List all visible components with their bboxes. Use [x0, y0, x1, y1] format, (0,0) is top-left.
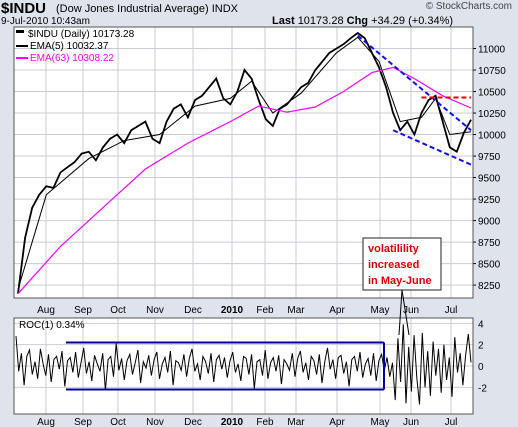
price-line	[17, 31, 472, 294]
roc-line	[15, 324, 472, 405]
price-y-tick: 10750	[478, 66, 506, 77]
roc-x-tick: Feb	[256, 417, 274, 427]
price-x-tick: Nov	[146, 305, 164, 316]
price-y-tick: 8750	[478, 238, 501, 249]
roc-x-axis: Aug Sep Oct Nov Dec 2010 Feb Mar Apr May Jun Jul	[37, 417, 457, 427]
panel-frames	[13, 26, 474, 415]
trendline	[392, 129, 472, 166]
roc-x-tick: Nov	[146, 417, 164, 427]
roc-y-tick: 0	[478, 362, 484, 373]
roc-x-tick: Aug	[37, 417, 55, 427]
roc-x-tick: Sep	[74, 417, 92, 427]
price-panel-frame	[13, 26, 474, 299]
price-series-layer	[17, 31, 472, 295]
annotation-box	[362, 237, 442, 291]
price-x-tick: Jul	[445, 305, 458, 316]
stockcharts-copyright: © StockCharts.com	[425, 1, 512, 12]
ema5-line	[17, 36, 472, 290]
last-value: 10173.28	[297, 15, 344, 27]
price-y-tick: 10000	[478, 131, 506, 142]
annotation-line-1: volatilility	[368, 243, 420, 255]
price-x-tick: Sep	[74, 305, 92, 316]
roc-x-tick: May	[371, 417, 390, 427]
price-x-tick: Dec	[184, 305, 202, 316]
price-y-tick: 9500	[478, 174, 501, 185]
legend-roc: ROC(1) 0.34%	[19, 320, 85, 331]
price-y-tick: 10250	[478, 109, 506, 120]
price-y-tick: 10500	[478, 88, 506, 99]
roc-x-tick: Jun	[403, 417, 419, 427]
price-y-tick: 11000	[478, 45, 506, 56]
change-label: Chg	[346, 15, 369, 27]
price-y-tick: 8250	[478, 281, 501, 292]
price-y-axis: 8250 8500 8750 9000 9250 9500 9750 10000 10250 10…	[473, 45, 506, 292]
roc-y-tick: 4	[478, 319, 484, 330]
chart-symbol: $INDU	[1, 0, 47, 17]
trendline	[357, 34, 472, 132]
legend-ema5: EMA(5) 10032.37	[30, 41, 109, 52]
legend-swatch-ema63	[16, 57, 28, 59]
roc-x-tick: Oct	[110, 417, 126, 427]
price-y-tick: 9250	[478, 195, 501, 206]
change-value: +34.29 (+0.34%)	[371, 15, 454, 27]
roc-x-tick: 2010	[221, 417, 244, 427]
legend-swatch-price	[16, 30, 24, 33]
chart-datetime: 9-Jul-2010 10:43am	[1, 16, 90, 27]
price-y-tick: 9000	[478, 217, 501, 228]
roc-x-tick: Apr	[329, 417, 345, 427]
roc-grid	[14, 318, 473, 414]
price-x-tick: Oct	[110, 305, 126, 316]
price-x-tick: Mar	[287, 305, 305, 316]
price-y-tick: 8500	[478, 260, 501, 271]
exchange-code: INDX	[211, 3, 238, 15]
price-x-tick: Aug	[37, 305, 55, 316]
price-x-axis: Aug Sep Oct Nov Dec 2010 Feb Mar Apr May Jun Jul	[37, 305, 457, 316]
annotation-line-2: increased	[368, 259, 419, 271]
index-name: (Dow Jones Industrial Average)	[56, 3, 209, 15]
roc-x-tick: Dec	[184, 417, 202, 427]
price-x-tick: 2010	[221, 305, 244, 316]
legend-swatch-ema5	[16, 45, 28, 47]
annotation-line-3: in May-June	[368, 275, 432, 287]
price-x-tick: May	[371, 305, 390, 316]
roc-x-tick: Jul	[445, 417, 458, 427]
price-y-tick: 9750	[478, 152, 501, 163]
legend-main: $INDU (Daily) 10173.28	[28, 29, 135, 40]
last-label: Last	[272, 15, 295, 27]
price-x-tick: Apr	[329, 305, 345, 316]
roc-y-tick: -2	[478, 383, 487, 394]
price-x-tick: Feb	[256, 305, 274, 316]
roc-y-tick: 2	[478, 341, 484, 352]
legend-ema63: EMA(63) 10308.22	[30, 53, 114, 64]
roc-y-axis: -2 0 2 4	[478, 319, 487, 394]
roc-x-tick: Mar	[287, 417, 305, 427]
roc-series-layer	[15, 324, 472, 405]
price-x-tick: Jun	[403, 305, 419, 316]
quote-summary: Last 10173.28 Chg +34.29 (+0.34%)	[272, 15, 453, 27]
ema63-line	[17, 66, 472, 295]
annotation-arrow-right	[401, 289, 410, 336]
roc-panel-frame	[13, 317, 474, 415]
chart-description: (Dow Jones Industrial Average) INDX	[56, 3, 238, 15]
annotation-arrow-left	[398, 289, 403, 336]
